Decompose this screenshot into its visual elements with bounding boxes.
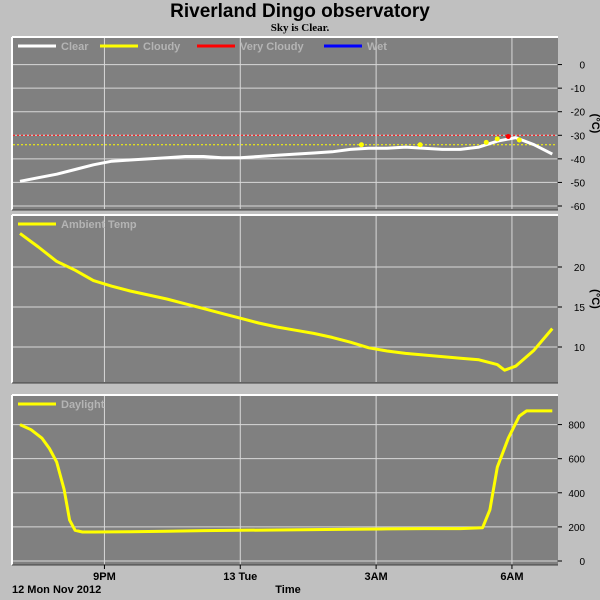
x-axis-label: Time [275,584,300,596]
chart-title: Riverland Dingo observatory [170,1,430,22]
y-tick-label: 400 [568,489,585,500]
panel-daylight-background [12,395,558,565]
marker-cloudy [494,136,500,142]
marker-cloudy [417,142,423,148]
y-axis-label: (°C) [589,289,600,309]
panel-ambient-background [12,215,558,383]
y-tick-label: 200 [568,523,585,534]
y-tick-label: 20 [574,263,586,274]
x-tick-label: 13 Tue [223,571,257,583]
marker-cloudy [358,142,364,148]
series-line-daylight [19,409,553,534]
x-tick-label: 9PM [93,571,116,583]
y-tick-label: 10 [574,343,586,354]
legend-label: Clear [61,41,89,53]
chart-subtitle: Sky is Clear. [270,22,330,34]
marker-cloudy [483,139,489,145]
series-line-ambient-temp [19,232,554,372]
y-tick-label: 0 [579,61,585,72]
y-tick-label: 15 [574,303,586,314]
y-tick-label: -50 [571,178,586,189]
y-tick-label: 600 [568,455,585,466]
y-tick-label: 800 [568,421,585,432]
y-tick-label: -30 [571,131,586,142]
y-tick-label: -10 [571,84,586,95]
legend-label: Ambient Temp [61,219,137,231]
x-tick-label: 3AM [364,571,387,583]
series-line-clear [19,136,553,183]
marker-very-cloudy [505,133,511,139]
x-axis-date-label: 12 Mon Nov 2012 [12,584,101,596]
legend-label: Very Cloudy [240,41,304,53]
y-tick-label: 0 [579,557,585,568]
legend-label: Wet [367,41,387,53]
panel-sky-background [12,37,558,210]
y-tick-label: -40 [571,155,586,166]
legend-label: Daylight [61,399,105,411]
legend-label: Cloudy [143,41,181,53]
y-tick-label: -20 [571,108,586,119]
y-axis-label: (°C) [589,114,600,134]
x-tick-label: 6AM [500,571,523,583]
y-tick-label: -60 [571,202,586,213]
marker-cloudy [516,137,522,143]
